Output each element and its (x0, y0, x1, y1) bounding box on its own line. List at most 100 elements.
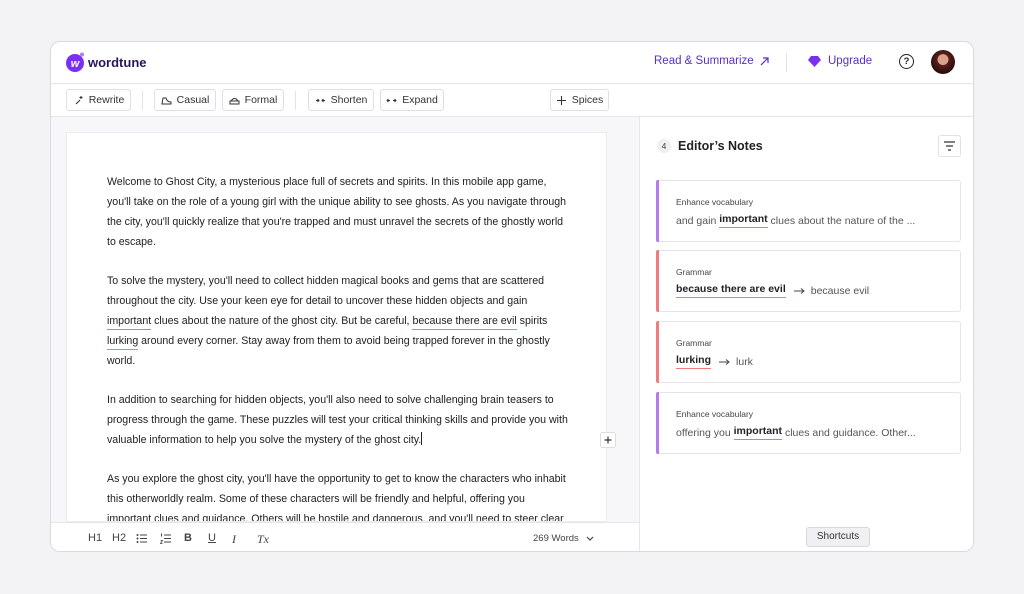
notes-title: Editor’s Notes (678, 139, 763, 153)
upgrade[interactable]: Upgrade (808, 55, 872, 67)
note-type: Grammar (676, 267, 712, 277)
note-card[interactable]: Enhance vocabulary and gain important clu… (656, 180, 961, 242)
toolbar-icon (556, 95, 566, 105)
paragraph: To solve the mystery, you'll need to col… (107, 271, 569, 371)
document: Welcome to Ghost City, a mysterious plac… (66, 132, 607, 522)
divider (142, 91, 143, 110)
word-count-label: 269 Words (533, 533, 579, 544)
text-run: Welcome to Ghost City, a mysterious plac… (107, 176, 567, 248)
flagged-text[interactable]: important (107, 315, 152, 330)
arrow-icon (793, 287, 805, 294)
note-accent (656, 321, 659, 383)
text-run: around every corner. Stay away from them… (107, 335, 550, 367)
arrow-icon (719, 358, 730, 365)
divider (786, 53, 787, 72)
format-tool[interactable]: H2 (112, 532, 127, 544)
note-line: and gain important clues about the natur… (676, 213, 915, 228)
upgrade-label: Upgrade (828, 55, 873, 67)
app-window: w wordtune Read & Summarize Upgrade ? Re… (50, 41, 974, 552)
word-count[interactable]: 269 Words (533, 533, 594, 544)
external-icon (760, 56, 769, 65)
toolbar-icon (386, 98, 397, 102)
avatar[interactable] (931, 50, 955, 74)
note-type: Enhance vocabulary (676, 409, 754, 419)
bullet-list-icon (136, 534, 147, 543)
flagged-text[interactable]: because there are evil (412, 315, 517, 330)
toolbar-label: Expand (402, 94, 438, 106)
svg-text:w: w (71, 58, 81, 70)
paragraph: As you explore the ghost city, you'll ha… (107, 469, 569, 522)
note-card[interactable]: Enhance vocabulary offering you important… (656, 392, 961, 454)
note-context: offering you (676, 426, 734, 439)
read-summarize-label: Read & Summarize (654, 55, 754, 67)
format-tool[interactable]: H1 (88, 532, 103, 544)
toolbar-button[interactable]: Shorten (308, 89, 374, 111)
plus-icon (604, 436, 612, 444)
format-tool[interactable]: Tx (257, 532, 269, 546)
shortcuts-tooltip[interactable]: Shortcuts (806, 527, 870, 547)
note-highlight: important (733, 425, 783, 440)
toolbar-icon (161, 97, 172, 104)
notes-panel: 4 Editor’s Notes Enhance vocabulary and g… (639, 117, 973, 551)
note-highlight: lurking (676, 354, 712, 369)
filter-icon (944, 141, 955, 151)
toolbar-button[interactable]: Formal (222, 89, 284, 111)
help-button[interactable]: ? (899, 54, 914, 69)
toolbar-label: Rewrite (88, 94, 125, 106)
toolbar-button[interactable]: Casual (154, 89, 216, 111)
diamond-icon (808, 55, 821, 67)
divider (295, 91, 296, 110)
note-accent (656, 250, 659, 312)
text-run: In addition to searching for hidden obje… (107, 394, 568, 446)
note-card[interactable]: Grammar lurking lurk (656, 321, 961, 383)
note-context: clues and guidance. Other... (782, 426, 916, 439)
header: w wordtune Read & Summarize Upgrade ? (51, 42, 973, 84)
text-run: To solve the mystery, you'll need to col… (107, 275, 544, 307)
text-run: spirits (516, 315, 548, 327)
format-tool[interactable]: I (232, 532, 236, 546)
toolbar-icon (75, 95, 83, 104)
note-type: Enhance vocabulary (676, 197, 754, 207)
format-bar: H1 H2 B U I Tx 269 Words (51, 522, 639, 551)
toolbar-icon (229, 97, 240, 104)
note-suggestion: lurk (736, 355, 753, 368)
numbered-list-icon (159, 533, 171, 544)
text-cursor (421, 432, 423, 445)
note-context: clues about the nature of the ... (767, 214, 916, 227)
numbered-list-tool[interactable] (159, 533, 172, 547)
toolbar-icon (315, 98, 325, 102)
toolbar-label: Shorten (330, 94, 368, 106)
note-card[interactable]: Grammar because there are evil because evi… (656, 250, 961, 312)
format-tool[interactable]: B (184, 532, 192, 544)
toolbar-label: Casual (176, 94, 210, 106)
note-accent (656, 180, 659, 242)
toolbar-label: Spices (571, 94, 604, 106)
bullet-list-tool[interactable] (136, 533, 148, 547)
toolbar-button[interactable]: Expand (380, 89, 444, 111)
note-line: because there are evil because evil (676, 283, 869, 298)
chevron-icon (586, 536, 594, 541)
editor-pane: Welcome to Ghost City, a mysterious plac… (51, 117, 639, 551)
note-highlight: important (719, 213, 768, 228)
note-line: lurking lurk (676, 354, 753, 369)
toolbar-button[interactable]: Spices (550, 89, 609, 111)
text-run: As you explore the ghost city, you'll ha… (107, 473, 566, 522)
note-type: Grammar (676, 338, 712, 348)
format-tool[interactable]: U (208, 532, 216, 544)
note-highlight: because there are evil (676, 283, 786, 298)
paragraph: Welcome to Ghost City, a mysterious plac… (107, 172, 569, 252)
note-accent (656, 392, 659, 454)
toolbar-button[interactable]: Rewrite (66, 89, 131, 111)
paragraph: In addition to searching for hidden obje… (107, 390, 569, 450)
text-run: clues about the nature of the ghost city… (151, 315, 413, 327)
read-summarize[interactable]: Read & Summarize (654, 55, 769, 67)
filter-button[interactable] (938, 135, 961, 157)
brand[interactable]: wordtune (88, 55, 147, 70)
note-context: and gain (676, 214, 720, 227)
add-block-button[interactable] (600, 432, 616, 448)
document-text: Welcome to Ghost City, a mysterious plac… (107, 172, 569, 522)
toolbar-label: Formal (244, 94, 278, 106)
flagged-text[interactable]: lurking (107, 335, 139, 350)
note-suggestion: because evil (810, 284, 870, 297)
